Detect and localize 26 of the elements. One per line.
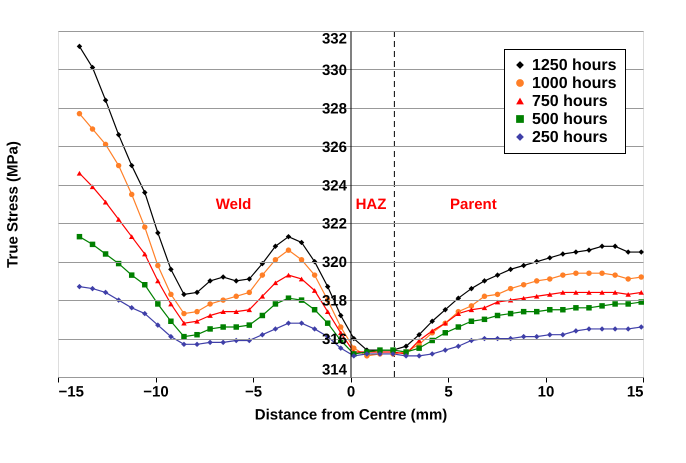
y-tick-label: 322 xyxy=(322,216,347,233)
x-tick-label: 5 xyxy=(444,384,453,400)
y-tick-label: 330 xyxy=(322,62,347,79)
y-tick-label: 320 xyxy=(322,254,347,272)
y-axis-title: True Stress (MPa) xyxy=(4,141,22,268)
x-tick-label: −10 xyxy=(143,384,169,400)
annotation: Weld xyxy=(216,196,252,213)
legend-label: 750 hours xyxy=(532,93,608,110)
annotation: HAZ xyxy=(356,196,386,213)
legend-label: 500 hours xyxy=(532,111,608,128)
annotation: Parent xyxy=(450,196,497,213)
x-tick-label: 0 xyxy=(346,384,356,400)
y-tick-label: 332 xyxy=(322,30,347,48)
x-tick-label: 15 xyxy=(626,384,644,400)
x-tick-label: −15 xyxy=(58,384,84,400)
y-tick-label: 328 xyxy=(322,100,347,118)
y-tick-label: 314 xyxy=(322,362,348,378)
x-tick-label: −5 xyxy=(244,384,262,400)
legend-label: 1250 hours xyxy=(532,57,617,74)
x-axis-title: Distance from Centre (mm) xyxy=(254,406,448,424)
legend-label: 250 hours xyxy=(532,129,608,146)
legend-label: 1000 hours xyxy=(532,75,617,92)
x-tick-label: 10 xyxy=(538,384,554,400)
y-tick-label: 324 xyxy=(322,177,348,194)
y-tick-label: 318 xyxy=(322,292,347,310)
y-tick-label: 326 xyxy=(322,138,347,156)
